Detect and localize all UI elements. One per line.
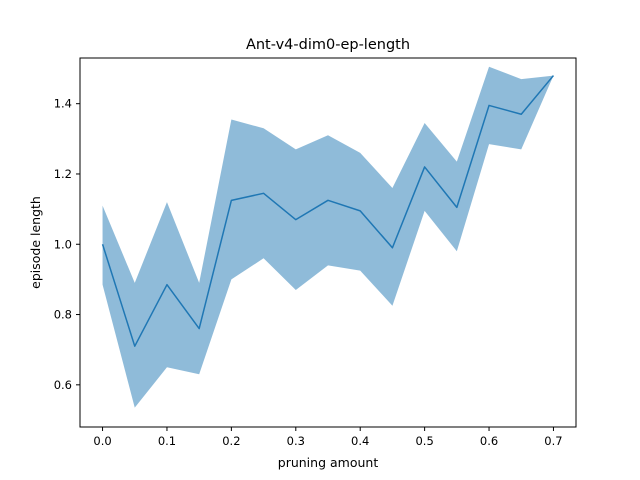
- x-tick-label: 0.1: [158, 434, 176, 448]
- x-tick-label: 0.4: [351, 434, 369, 448]
- y-tick-label: 0.6: [54, 378, 72, 392]
- axes-frame: [79, 57, 577, 428]
- x-axis-ticks: 0.0 0.1 0.2 0.3 0.4 0.5 0.6 0.7: [93, 427, 563, 448]
- x-tick-label: 0.6: [480, 434, 498, 448]
- x-axis-label: pruning amount: [278, 455, 379, 470]
- y-tick-label: 1.0: [54, 237, 72, 251]
- series-line-0: [101, 75, 555, 347]
- x-tick-label: 0.3: [287, 434, 305, 448]
- x-tick-label: 0.0: [93, 434, 111, 448]
- y-tick-label: 1.4: [54, 97, 72, 111]
- confidence-band-0: [102, 66, 554, 408]
- chart-title: Ant-v4-dim0-ep-length: [246, 37, 410, 53]
- y-tick-label: 1.2: [54, 167, 72, 181]
- confidence-band-layer: [102, 66, 554, 408]
- y-axis-ticks: 0.6 0.8 1.0 1.2 1.4: [54, 97, 80, 392]
- x-tick-label: 0.7: [544, 434, 562, 448]
- y-tick-label: 0.8: [54, 308, 72, 322]
- x-tick-label: 0.5: [415, 434, 433, 448]
- series-line-layer: [101, 75, 555, 347]
- x-tick-label: 0.2: [222, 434, 240, 448]
- y-axis-label: episode length: [28, 196, 43, 289]
